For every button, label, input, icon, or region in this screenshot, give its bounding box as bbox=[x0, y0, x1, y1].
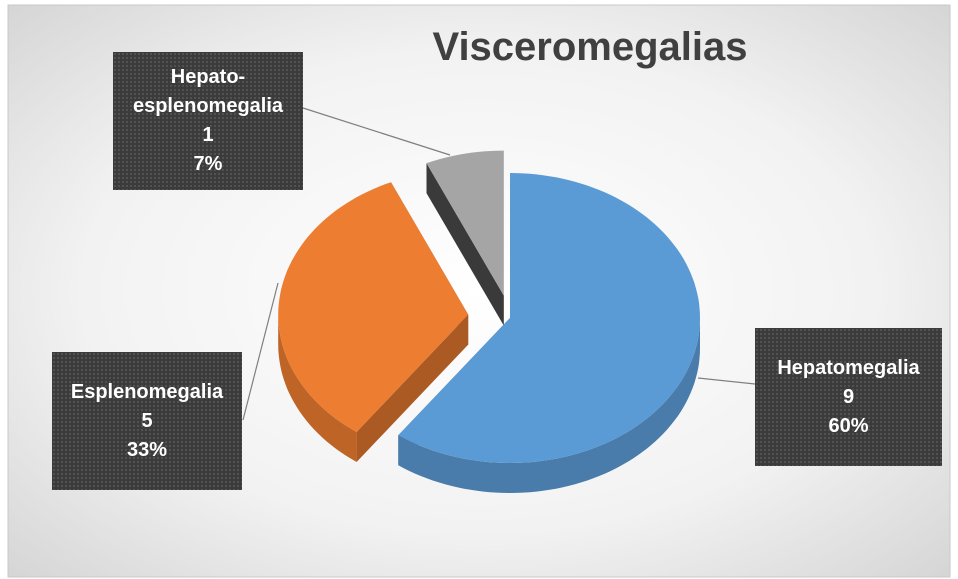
label-value: 1 bbox=[202, 124, 214, 146]
label-category: Hepato-esplenomegalia bbox=[132, 66, 284, 117]
slice-wall bbox=[278, 314, 357, 462]
chart-title: Visceromegalias bbox=[432, 25, 748, 69]
label-percent: 7% bbox=[193, 153, 223, 175]
pie bbox=[278, 150, 700, 493]
slice bbox=[426, 150, 504, 296]
leader-line bbox=[302, 107, 451, 156]
leader-line bbox=[697, 377, 756, 385]
data-label: Hepato-esplenomegalia 1 7% bbox=[113, 52, 303, 190]
slice-side bbox=[426, 163, 504, 326]
slice-side bbox=[356, 314, 469, 462]
label-percent: 60% bbox=[828, 414, 869, 437]
slice bbox=[278, 182, 469, 432]
slice-wall bbox=[398, 318, 700, 493]
leader-line bbox=[242, 282, 279, 421]
label-percent: 33% bbox=[126, 438, 168, 461]
slice bbox=[398, 173, 700, 463]
data-label: Esplenomegalia 5 33% bbox=[52, 352, 242, 490]
label-value: 9 bbox=[842, 385, 855, 408]
label-value: 5 bbox=[141, 409, 153, 432]
data-label: Hepatomegalia 9 60% bbox=[755, 328, 942, 466]
label-category: Esplenomegalia bbox=[70, 380, 224, 403]
label-category: Hepatomegalia bbox=[777, 356, 920, 379]
